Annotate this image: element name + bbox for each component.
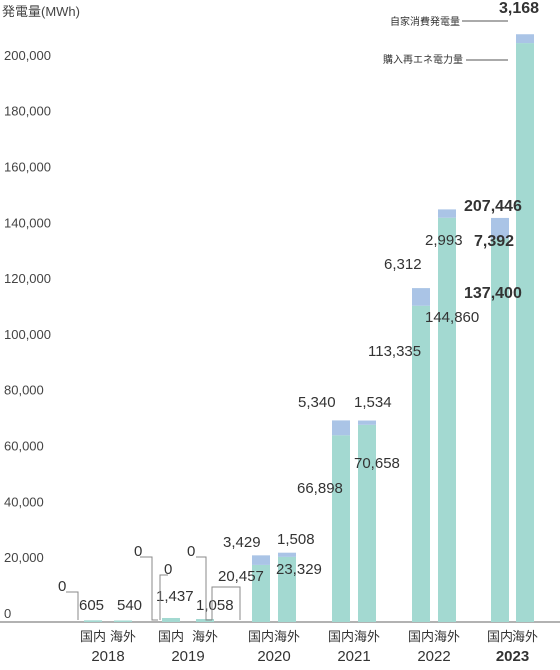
bar-self-2022-domestic bbox=[412, 288, 430, 306]
x-category-label: 海外 bbox=[434, 629, 460, 644]
value-label-self: 6,312 bbox=[384, 256, 422, 273]
bar-purchased-2021-overseas bbox=[358, 424, 376, 622]
y-tick-label: 60,000 bbox=[4, 439, 44, 454]
y-tick-label: 40,000 bbox=[4, 494, 44, 509]
bar-purchased-2023-overseas bbox=[516, 43, 534, 622]
value-label-self: 1,534 bbox=[354, 394, 392, 411]
value-label-purchased: 66,898 bbox=[297, 480, 343, 497]
bar-self-2021-domestic bbox=[332, 420, 350, 436]
x-year-label: 2022 bbox=[417, 648, 450, 665]
value-label-self: 1,508 bbox=[277, 531, 315, 548]
value-label-purchased: 1,437 bbox=[156, 588, 194, 605]
x-category-label: 海外 bbox=[512, 629, 538, 644]
x-category-label: 国内 bbox=[408, 629, 434, 644]
x-category-label: 海外 bbox=[354, 629, 380, 644]
y-tick-label: 20,000 bbox=[4, 550, 44, 565]
x-category-label: 国内 bbox=[80, 629, 106, 644]
x-year-label: 2019 bbox=[171, 648, 204, 665]
x-category-label: 国内 bbox=[158, 629, 184, 644]
value-label-self: 3,429 bbox=[223, 534, 261, 551]
bar-purchased-2020-overseas bbox=[278, 556, 296, 622]
y-axis-title: 発電量(MWh) bbox=[2, 4, 80, 19]
value-label-purchased: 207,446 bbox=[464, 198, 522, 215]
y-tick-label: 180,000 bbox=[4, 104, 51, 119]
y-tick-label: 80,000 bbox=[4, 383, 44, 398]
x-category-label: 海外 bbox=[110, 629, 136, 644]
value-label-purchased: 540 bbox=[117, 597, 142, 614]
bar-self-2021-overseas bbox=[358, 420, 376, 425]
bar-self-2022-overseas bbox=[438, 209, 456, 218]
x-year-label: 2023 bbox=[496, 648, 529, 665]
label-leader-line bbox=[196, 556, 212, 621]
value-label-self: 0 bbox=[164, 561, 172, 578]
value-label-purchased: 20,457 bbox=[218, 568, 264, 585]
bar-purchased-2023-domestic bbox=[491, 238, 509, 622]
x-category-label: 国内 bbox=[487, 629, 513, 644]
x-category-label: 海外 bbox=[192, 629, 218, 644]
label-leader-line bbox=[66, 591, 79, 620]
label-leader-line bbox=[159, 574, 168, 620]
value-label-self: 7,392 bbox=[474, 233, 514, 250]
y-tick-label: 100,000 bbox=[4, 327, 51, 342]
value-label-purchased: 605 bbox=[79, 597, 104, 614]
value-label-purchased: 70,658 bbox=[354, 455, 400, 472]
x-category-label: 国内 bbox=[248, 629, 274, 644]
bar-purchased-2019-domestic bbox=[162, 617, 180, 622]
value-label-self: 0 bbox=[134, 543, 142, 560]
bar-purchased-2022-overseas bbox=[438, 217, 456, 622]
value-label-self: 3,168 bbox=[499, 0, 539, 17]
bar-self-2023-overseas bbox=[516, 34, 534, 44]
label-leader-line bbox=[140, 556, 158, 621]
value-label-self: 0 bbox=[187, 543, 195, 560]
value-label-self: 2,993 bbox=[425, 232, 463, 249]
value-label-purchased: 23,329 bbox=[276, 561, 322, 578]
y-tick-label: 200,000 bbox=[4, 48, 51, 63]
value-label-self: 0 bbox=[58, 578, 66, 595]
bar-self-2020-domestic bbox=[252, 555, 270, 565]
bar-purchased-2019-overseas bbox=[196, 619, 214, 622]
label-leader-line bbox=[211, 586, 241, 620]
legend-self: 自家消費発電量 bbox=[390, 15, 460, 28]
bar-purchased-2018-overseas bbox=[114, 620, 132, 622]
bar-self-2020-overseas bbox=[278, 552, 296, 557]
value-label-purchased: 137,400 bbox=[464, 285, 522, 302]
y-tick-label: 120,000 bbox=[4, 271, 51, 286]
value-label-self: 5,340 bbox=[298, 394, 336, 411]
y-tick-label: 0 bbox=[4, 606, 11, 621]
y-tick-label: 160,000 bbox=[4, 159, 51, 174]
x-year-label: 2018 bbox=[91, 648, 124, 665]
bar-purchased-2022-domestic bbox=[412, 305, 430, 622]
bar-purchased-2020-domestic bbox=[252, 564, 270, 622]
value-label-purchased: 1,058 bbox=[196, 597, 234, 614]
x-category-label: 国内 bbox=[328, 629, 354, 644]
y-tick-label: 140,000 bbox=[4, 215, 51, 230]
value-label-purchased: 144,860 bbox=[425, 309, 479, 326]
bar-purchased-2018-domestic bbox=[84, 620, 102, 622]
bar-self-2023-domestic bbox=[491, 217, 509, 239]
x-year-label: 2020 bbox=[257, 648, 290, 665]
legend-purchased: 購入再エネ電力量 bbox=[383, 53, 463, 66]
x-year-label: 2021 bbox=[337, 648, 370, 665]
bar-purchased-2021-domestic bbox=[332, 435, 350, 622]
x-category-label: 海外 bbox=[274, 629, 300, 644]
value-label-purchased: 113,335 bbox=[368, 343, 421, 360]
